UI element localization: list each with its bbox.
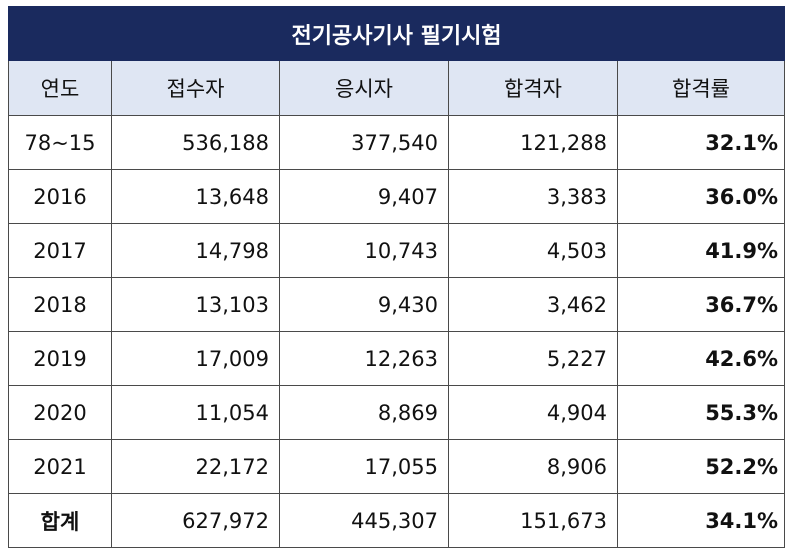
cell-total-label: 합계 (8, 493, 112, 548)
cell-rate: 32.1% (616, 115, 786, 170)
cell-applied: 14,798 (111, 223, 280, 278)
total-row: 합계 627,972 445,307 151,673 34.1% (8, 493, 786, 548)
cell-passed: 3,462 (448, 277, 618, 332)
cell-rate: 55.3% (616, 385, 786, 440)
cell-passed: 8,906 (448, 439, 618, 494)
cell-year: 2021 (8, 439, 112, 494)
cell-rate: 42.6% (616, 331, 786, 386)
header-rate: 합격률 (616, 60, 786, 116)
cell-passed: 4,503 (448, 223, 618, 278)
cell-rate: 52.2% (616, 439, 786, 494)
cell-applied: 17,009 (111, 331, 280, 386)
cell-passed: 151,673 (448, 493, 618, 548)
cell-rate: 36.7% (616, 277, 786, 332)
table-row: 2020 11,054 8,869 4,904 55.3% (8, 385, 786, 440)
header-took: 응시자 (279, 60, 449, 116)
cell-took: 12,263 (279, 331, 449, 386)
table-row: 2016 13,648 9,407 3,383 36.0% (8, 169, 786, 224)
cell-applied: 11,054 (111, 385, 280, 440)
cell-year: 2018 (8, 277, 112, 332)
exam-stats-table: 전기공사기사 필기시험 연도 접수자 응시자 합격자 합격률 78~15 536… (7, 6, 786, 548)
table-title: 전기공사기사 필기시험 (7, 6, 786, 61)
table-row: 78~15 536,188 377,540 121,288 32.1% (8, 115, 786, 170)
table-row: 2017 14,798 10,743 4,503 41.9% (8, 223, 786, 278)
cell-took: 9,407 (279, 169, 449, 224)
cell-year: 2017 (8, 223, 112, 278)
table-row: 2018 13,103 9,430 3,462 36.7% (8, 277, 786, 332)
cell-rate: 36.0% (616, 169, 786, 224)
header-passed: 합격자 (448, 60, 618, 116)
cell-took: 377,540 (279, 115, 449, 170)
cell-took: 445,307 (279, 493, 449, 548)
cell-took: 10,743 (279, 223, 449, 278)
cell-year: 78~15 (8, 115, 112, 170)
table-row: 2021 22,172 17,055 8,906 52.2% (8, 439, 786, 494)
header-applied: 접수자 (111, 60, 280, 116)
cell-applied: 13,648 (111, 169, 280, 224)
cell-passed: 4,904 (448, 385, 618, 440)
cell-took: 8,869 (279, 385, 449, 440)
cell-rate: 41.9% (616, 223, 786, 278)
cell-rate: 34.1% (616, 493, 786, 548)
cell-year: 2016 (8, 169, 112, 224)
cell-passed: 3,383 (448, 169, 618, 224)
header-row: 연도 접수자 응시자 합격자 합격률 (8, 60, 786, 116)
cell-passed: 121,288 (448, 115, 618, 170)
cell-applied: 536,188 (111, 115, 280, 170)
exam-stats-table-wrapper: 전기공사기사 필기시험 연도 접수자 응시자 합격자 합격률 78~15 536… (7, 6, 786, 548)
cell-applied: 13,103 (111, 277, 280, 332)
cell-passed: 5,227 (448, 331, 618, 386)
cell-took: 17,055 (279, 439, 449, 494)
table-row: 2019 17,009 12,263 5,227 42.6% (8, 331, 786, 386)
header-year: 연도 (8, 60, 112, 116)
cell-year: 2020 (8, 385, 112, 440)
cell-applied: 22,172 (111, 439, 280, 494)
cell-took: 9,430 (279, 277, 449, 332)
cell-year: 2019 (8, 331, 112, 386)
cell-applied: 627,972 (111, 493, 280, 548)
